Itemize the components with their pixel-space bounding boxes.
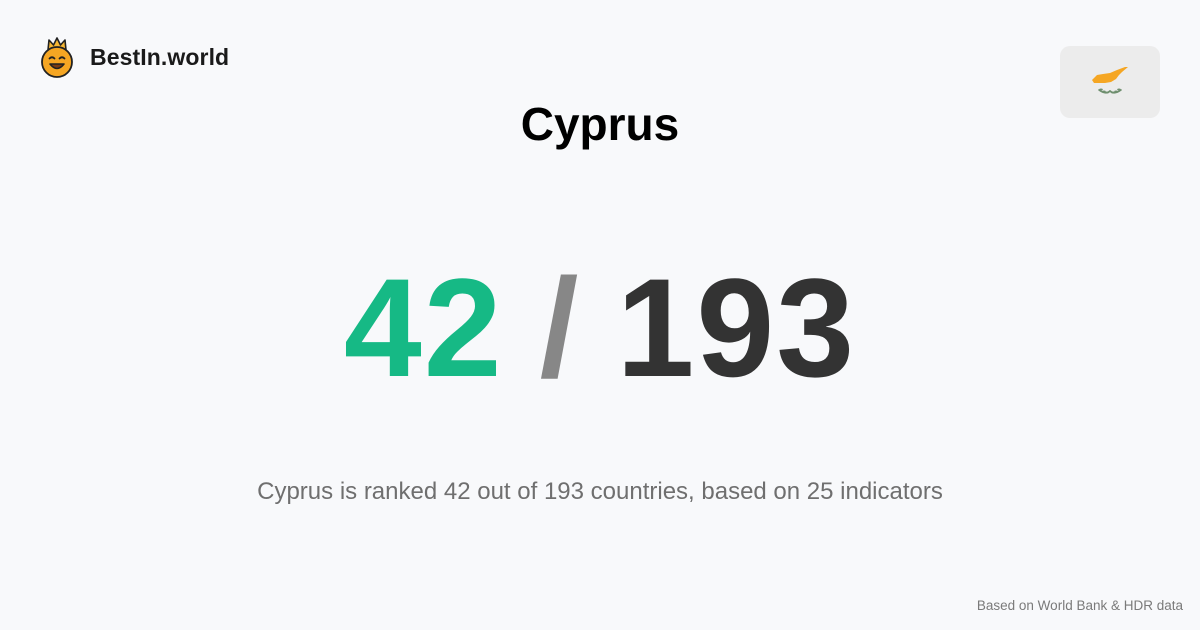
rank-summary: Cyprus is ranked 42 out of 193 countries… xyxy=(257,478,943,505)
rank-display: 42 / 193 xyxy=(0,248,1200,408)
cyprus-flag-icon xyxy=(1092,67,1128,94)
brand-name: BestIn.world xyxy=(90,43,230,70)
source-note: Based on World Bank & HDR data xyxy=(976,598,1183,613)
brand[interactable]: BestIn.world xyxy=(38,36,229,78)
rank-total: 193 xyxy=(616,249,857,406)
country-flag xyxy=(1060,46,1160,118)
crowned-smiley-icon xyxy=(41,37,73,78)
rank-separator: / xyxy=(539,249,581,406)
page-title: Cyprus xyxy=(520,98,680,150)
rank-value: 42 xyxy=(343,249,504,406)
